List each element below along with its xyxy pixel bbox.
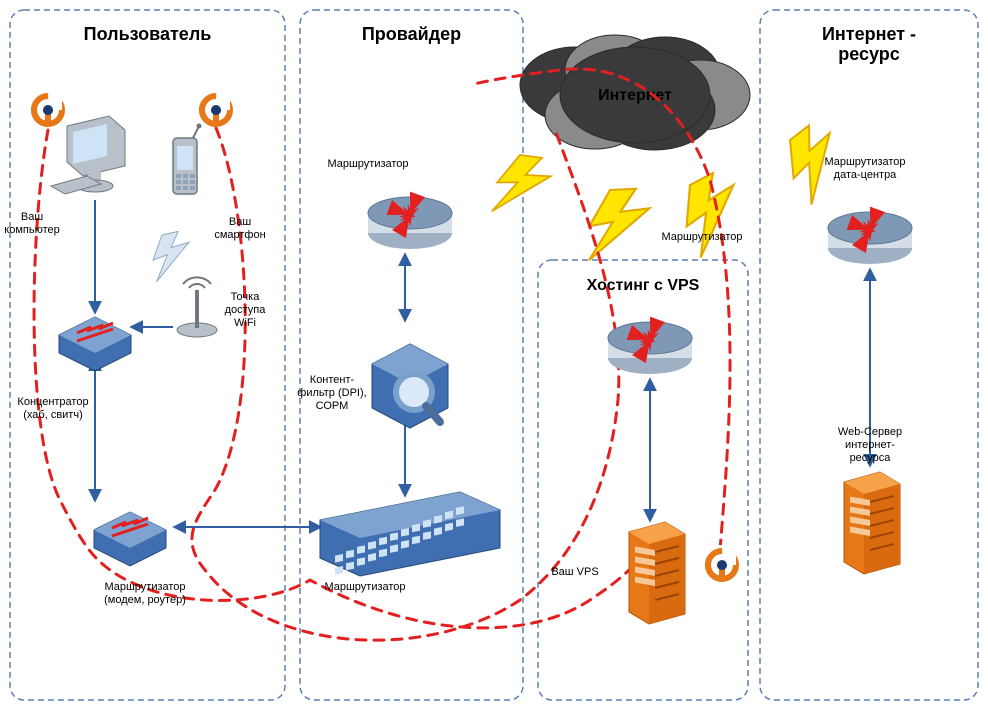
pc-icon (51, 116, 125, 194)
dc_rtr-label: Маршрутизатор (824, 156, 905, 168)
dpi-label: СОРМ (316, 400, 349, 412)
ap-label: Точка (231, 291, 261, 303)
dpi-icon (372, 344, 448, 428)
panel-title-resource: ресурс (838, 44, 900, 64)
hub-icon (59, 317, 131, 371)
panel-title-provider: Провайдер (362, 24, 461, 44)
vps-label: Ваш VPS (551, 566, 598, 578)
dc_rtr-icon (828, 207, 912, 264)
modem-label: (модем, роутер) (104, 594, 186, 606)
ap-label: доступа (225, 304, 267, 316)
phone_bolt-icon (153, 231, 189, 281)
cloud-label: Интернет (598, 87, 672, 104)
web-label: Web-Сервер (838, 426, 902, 438)
dpi-label: Контент- (310, 374, 355, 386)
panel-title-resource: Интернет - (822, 24, 916, 44)
dc_rtr-label: дата-центра (834, 169, 898, 181)
web-label: ресурса (850, 452, 892, 464)
phone-label: смартфон (214, 229, 265, 241)
wifi_icon_3-icon (708, 545, 736, 581)
web-icon (844, 472, 900, 574)
panel-title-hosting: Хостинг с VPS (587, 277, 700, 294)
internet-cloud: Интернет (520, 35, 750, 150)
lightning-bolt (487, 146, 555, 226)
hub-label: Концентратор (17, 396, 88, 408)
pc-label: Ваш (21, 211, 43, 223)
host_rtr-label: Маршрутизатор (661, 231, 742, 243)
host_rtr-icon (608, 317, 692, 374)
prov_rtr-label: Маршрутизатор (327, 158, 408, 170)
prov_rtr-icon (368, 192, 452, 249)
ap-label: WiFi (234, 317, 256, 329)
modem-icon (94, 512, 166, 566)
wifi_icon_1-icon (34, 90, 62, 126)
lightning-bolt (584, 182, 653, 269)
panel-title-user: Пользователь (84, 24, 212, 44)
lightning-bolt (675, 169, 749, 259)
modem-label: Маршрутизатор (104, 581, 185, 593)
switch-icon (320, 492, 500, 576)
phone-icon (173, 124, 202, 195)
wifi_icon_2-icon (202, 90, 230, 126)
ap-icon (177, 277, 217, 337)
dpi-label: фильтр (DPI), (297, 387, 366, 399)
pc-label: компьютер (4, 224, 59, 236)
phone-label: Ваш (229, 216, 251, 228)
web-label: интернет- (845, 439, 895, 451)
hub-label: (хаб, свитч) (23, 409, 83, 421)
switch-label: Маршрутизатор (324, 581, 405, 593)
vps-icon (629, 522, 685, 624)
